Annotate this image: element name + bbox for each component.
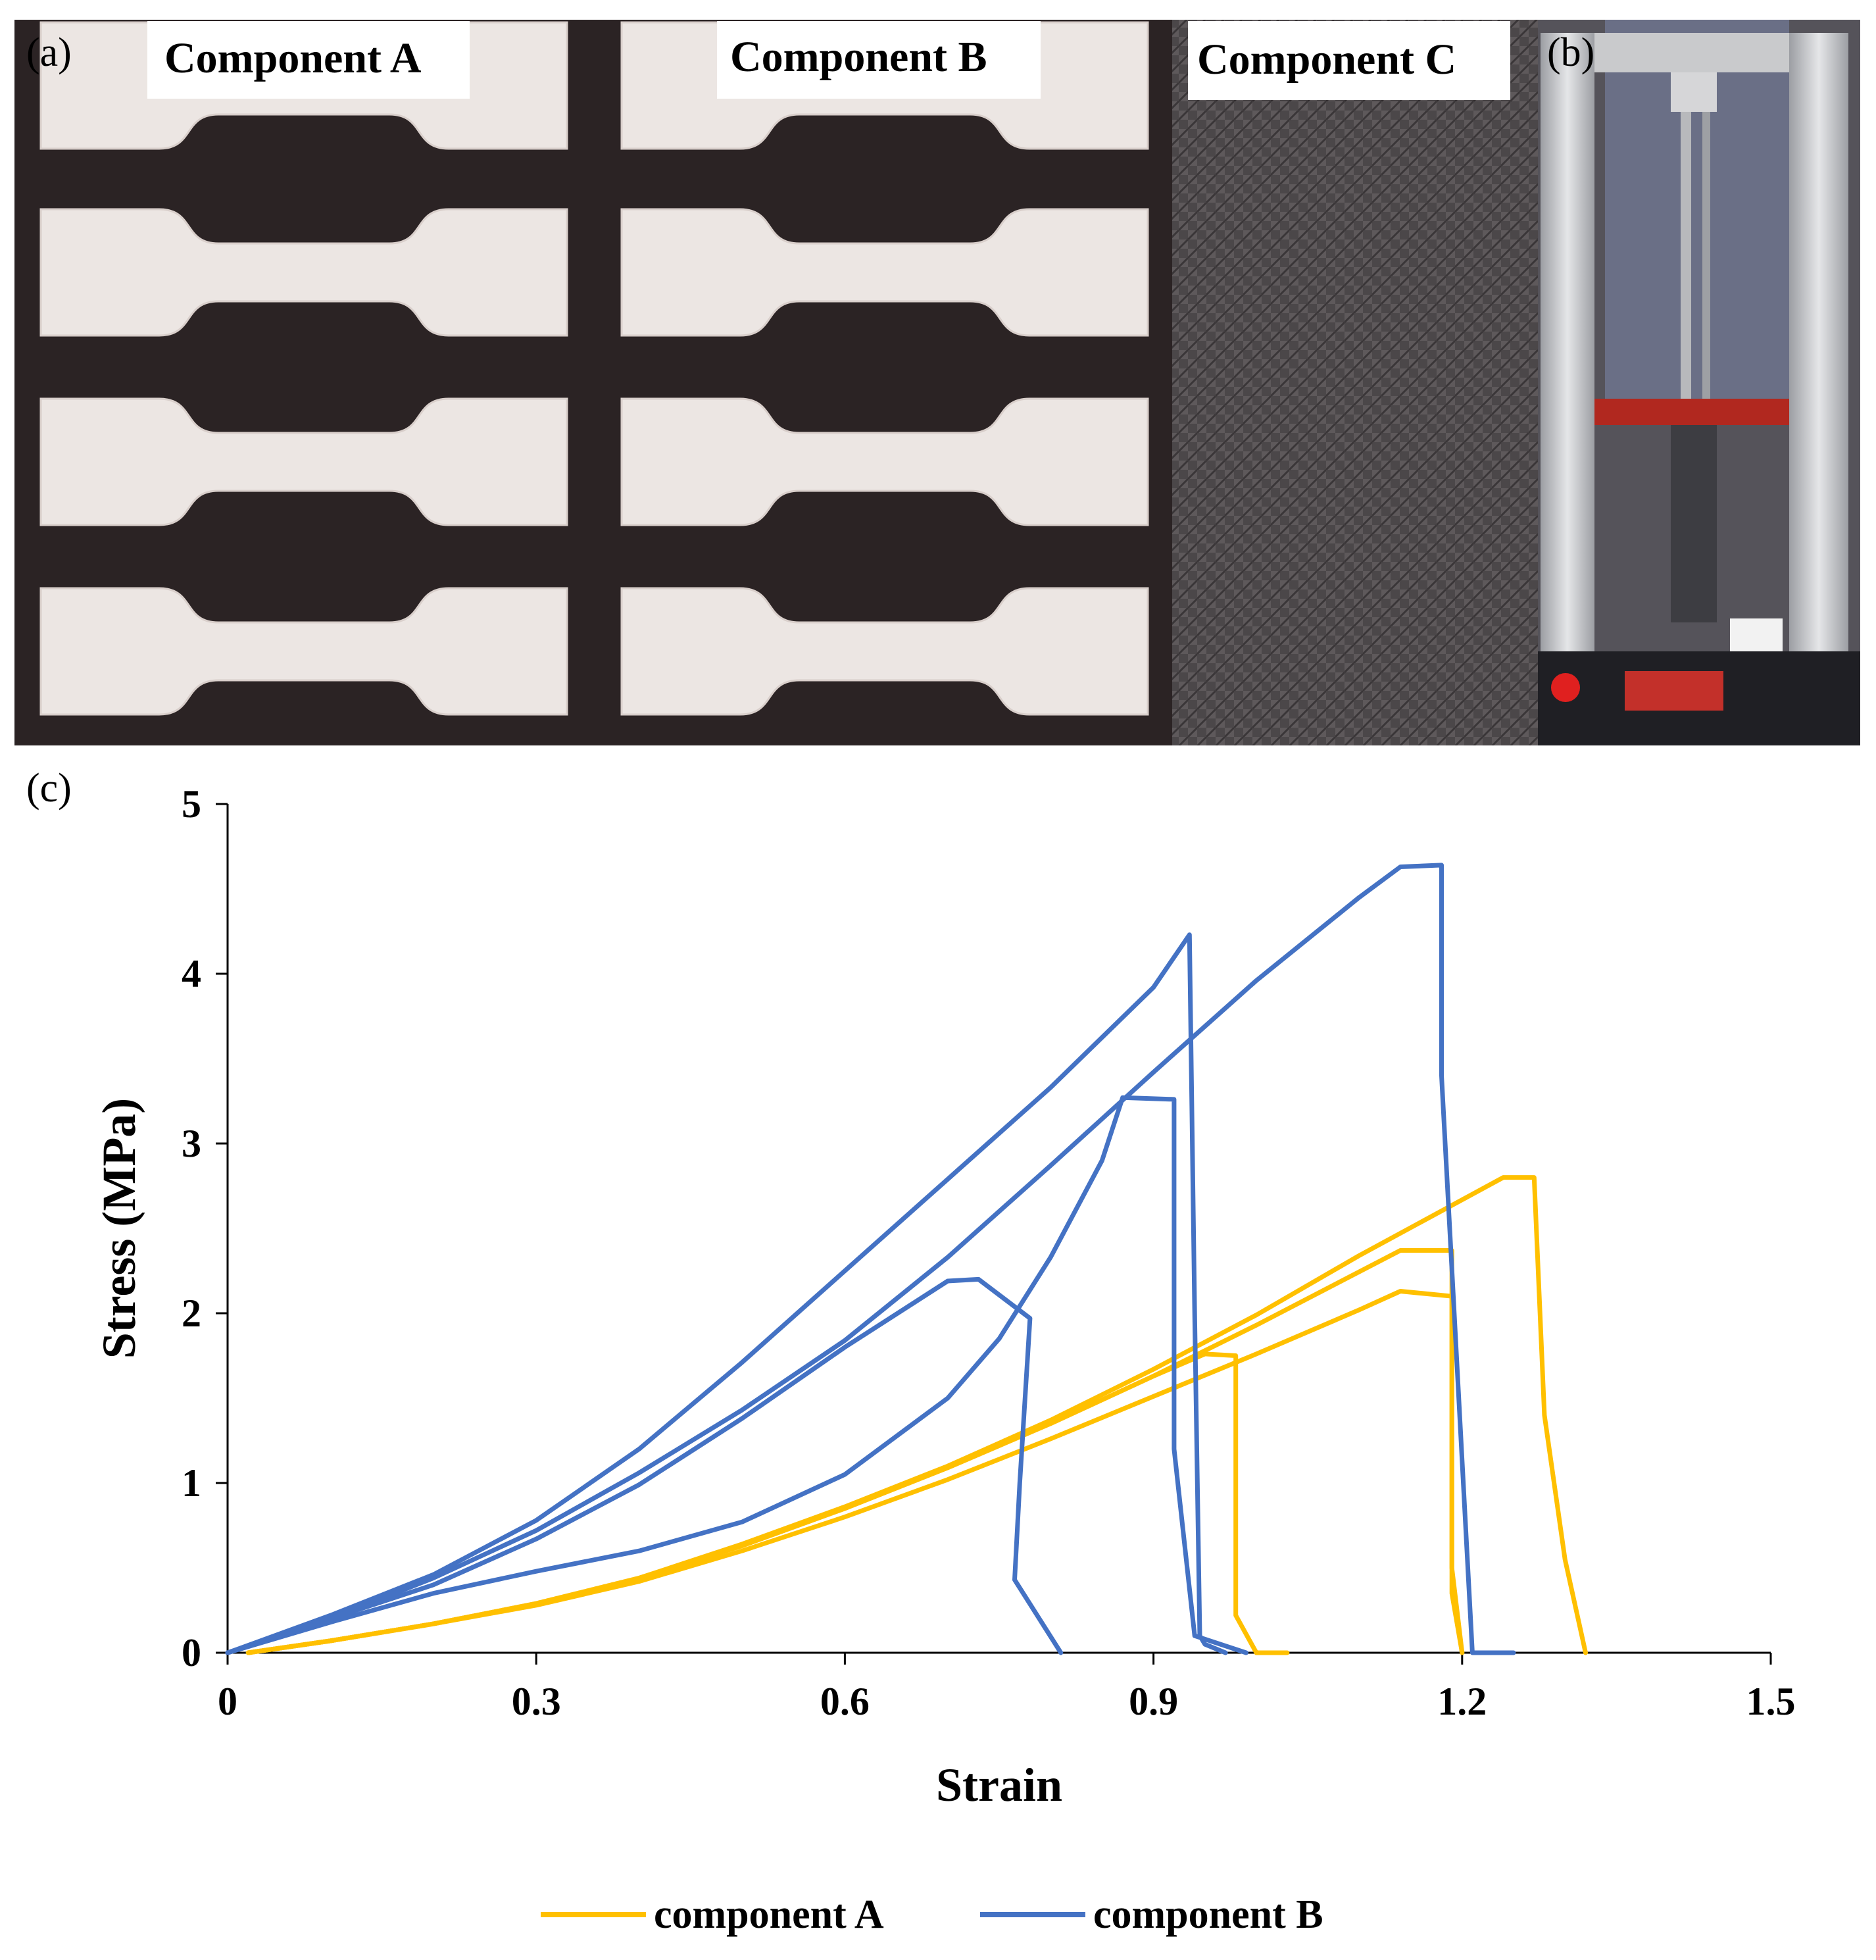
x-axis-title: Strain <box>936 1759 1062 1811</box>
x-tick-label: 0 <box>218 1680 237 1723</box>
y-axis-title: Stress (MPa) <box>93 1098 145 1359</box>
legend-label-1: component A <box>654 1892 884 1937</box>
panel-b-letter: (b) <box>1547 30 1594 75</box>
component-a-label-box <box>147 21 470 99</box>
panel-a-letter: (a) <box>26 30 72 75</box>
dogbone-specimen-7 <box>39 587 568 716</box>
dogbone-specimen-4 <box>620 208 1149 337</box>
carbon-fiber-panel <box>1172 20 1538 745</box>
series-line-component-B-6 <box>225 863 1516 1655</box>
chart-legend: component A component B <box>541 1892 1323 1937</box>
stress-strain-chart: (c) 0 0.3 0.6 0.9 1.2 1.5 0 1 2 3 4 5 Strain Stress… <box>26 766 1796 1937</box>
dogbone-specimen-6 <box>620 397 1149 526</box>
x-tick-label: 1.2 <box>1437 1680 1487 1723</box>
grip-assembly <box>1671 425 1717 622</box>
y-tick-label: 4 <box>182 952 201 995</box>
series-line-component-A-4 <box>245 1351 1290 1655</box>
x-tick-label: 0.6 <box>820 1680 870 1723</box>
component-c-label-box <box>1188 21 1510 100</box>
x-tick-label: 0.9 <box>1129 1680 1178 1723</box>
specimen-stack <box>1730 618 1783 651</box>
control-panel <box>1625 671 1723 711</box>
y-tick-label: 2 <box>182 1292 201 1335</box>
component-b-label-box <box>717 21 1041 99</box>
panel-c-letter: (c) <box>26 766 72 811</box>
chart-axes: 0 0.3 0.6 0.9 1.2 1.5 0 1 2 3 4 5 <box>182 782 1796 1723</box>
y-tick-label: 0 <box>182 1631 201 1674</box>
series-line-component-B-7 <box>225 1095 1248 1655</box>
y-tick-label: 3 <box>182 1122 201 1165</box>
panel-a-photo <box>14 20 1172 745</box>
y-tick-label: 1 <box>182 1461 201 1505</box>
series-line-component-A-1 <box>245 1175 1588 1655</box>
right-column <box>1789 33 1848 671</box>
component-c-label: Component C <box>1197 36 1456 84</box>
panel-b-photo <box>1538 20 1860 745</box>
dogbone-specimen-3 <box>39 208 568 337</box>
dogbone-specimen-5 <box>39 397 568 526</box>
top-crosshead <box>1594 33 1789 72</box>
component-labels: Component A Component B Component C <box>147 21 1510 100</box>
dogbone-specimen-8 <box>620 587 1149 716</box>
component-b-label: Component B <box>730 33 987 81</box>
series-line-component-B-5 <box>225 932 1228 1655</box>
emergency-stop <box>1551 673 1580 702</box>
moving-crosshead <box>1594 399 1789 425</box>
x-tick-label: 1.5 <box>1746 1680 1796 1723</box>
y-tick-label: 5 <box>182 782 201 826</box>
dogbone-specimens <box>39 21 1149 716</box>
x-tick-label: 0.3 <box>512 1680 561 1723</box>
series-line-component-A-2 <box>245 1289 1465 1655</box>
legend-label-2: component B <box>1093 1892 1323 1937</box>
series-line-component-B-8 <box>225 1276 1064 1655</box>
component-a-label: Component A <box>164 34 422 82</box>
load-cell <box>1671 72 1717 112</box>
guide-rod-left <box>1681 112 1691 401</box>
guide-rod-right <box>1702 112 1710 401</box>
left-column <box>1541 33 1594 671</box>
chart-series <box>225 863 1588 1655</box>
